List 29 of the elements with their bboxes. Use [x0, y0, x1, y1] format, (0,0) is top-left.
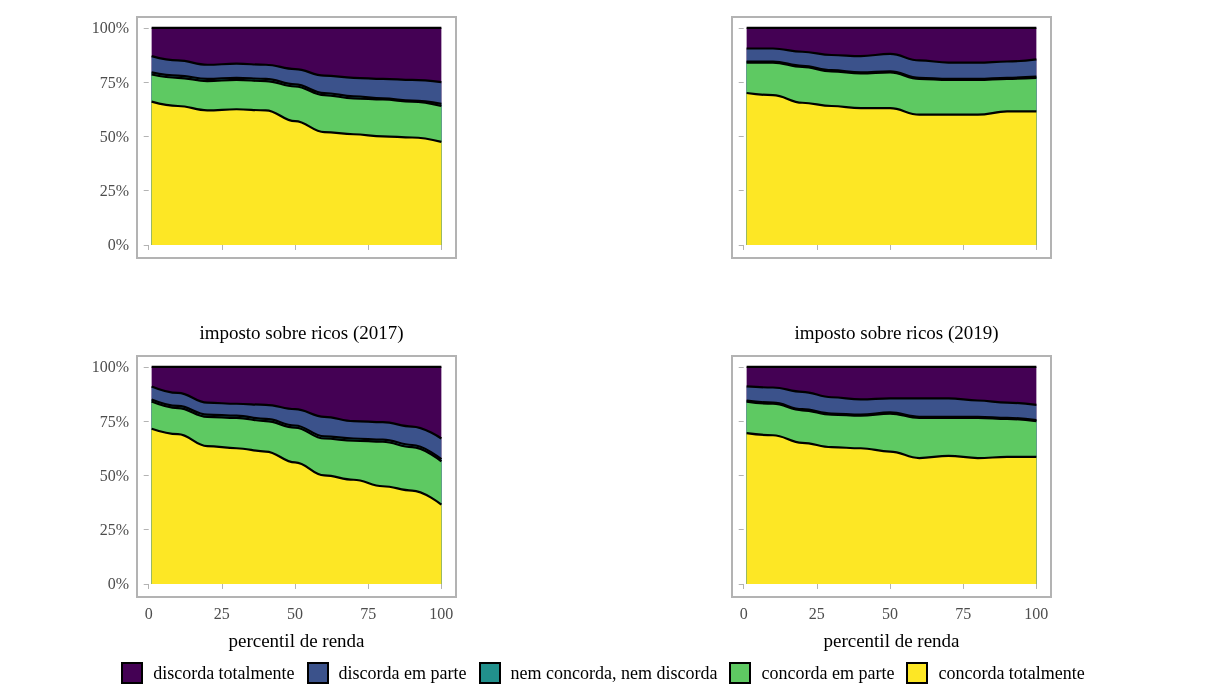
y-tick-label: 75%: [99, 412, 129, 430]
x-axis-title: percentil de renda: [228, 630, 366, 651]
y-tick-label: 100%: [91, 358, 129, 376]
y-tick-label: 100%: [91, 19, 129, 37]
legend-label: concorda totalmente: [938, 662, 1085, 684]
x-tick-label: 75: [360, 604, 377, 622]
legend-label: nem concorda, nem discorda: [510, 662, 718, 684]
legend-label: discorda totalmente: [153, 662, 295, 684]
legend-label: discorda em parte: [338, 662, 467, 684]
y-tick-label: 25%: [99, 182, 129, 200]
x-tick-label: 100: [1024, 604, 1049, 622]
x-tick-label: 50: [287, 604, 304, 622]
chart-title: imposto sobre ricos (2017): [199, 322, 404, 344]
y-tick-label: 0%: [107, 236, 129, 254]
x-tick-label: 75: [955, 604, 972, 622]
x-tick-label: 0: [739, 604, 748, 622]
x-tick-label: 25: [808, 604, 825, 622]
y-tick-label: 50%: [99, 466, 129, 484]
x-tick-label: 0: [144, 604, 153, 622]
y-tick-label: 0%: [107, 575, 129, 593]
y-tick-label: 75%: [99, 73, 129, 91]
x-tick-label: 100: [429, 604, 454, 622]
x-tick-label: 25: [213, 604, 230, 622]
y-tick-label: 25%: [99, 521, 129, 539]
x-tick-label: 50: [882, 604, 899, 622]
legend-label: concorda em parte: [761, 662, 895, 684]
chart-title: imposto sobre ricos (2019): [794, 322, 999, 344]
y-tick-label: 50%: [99, 127, 129, 145]
x-axis-title: percentil de renda: [823, 630, 961, 651]
